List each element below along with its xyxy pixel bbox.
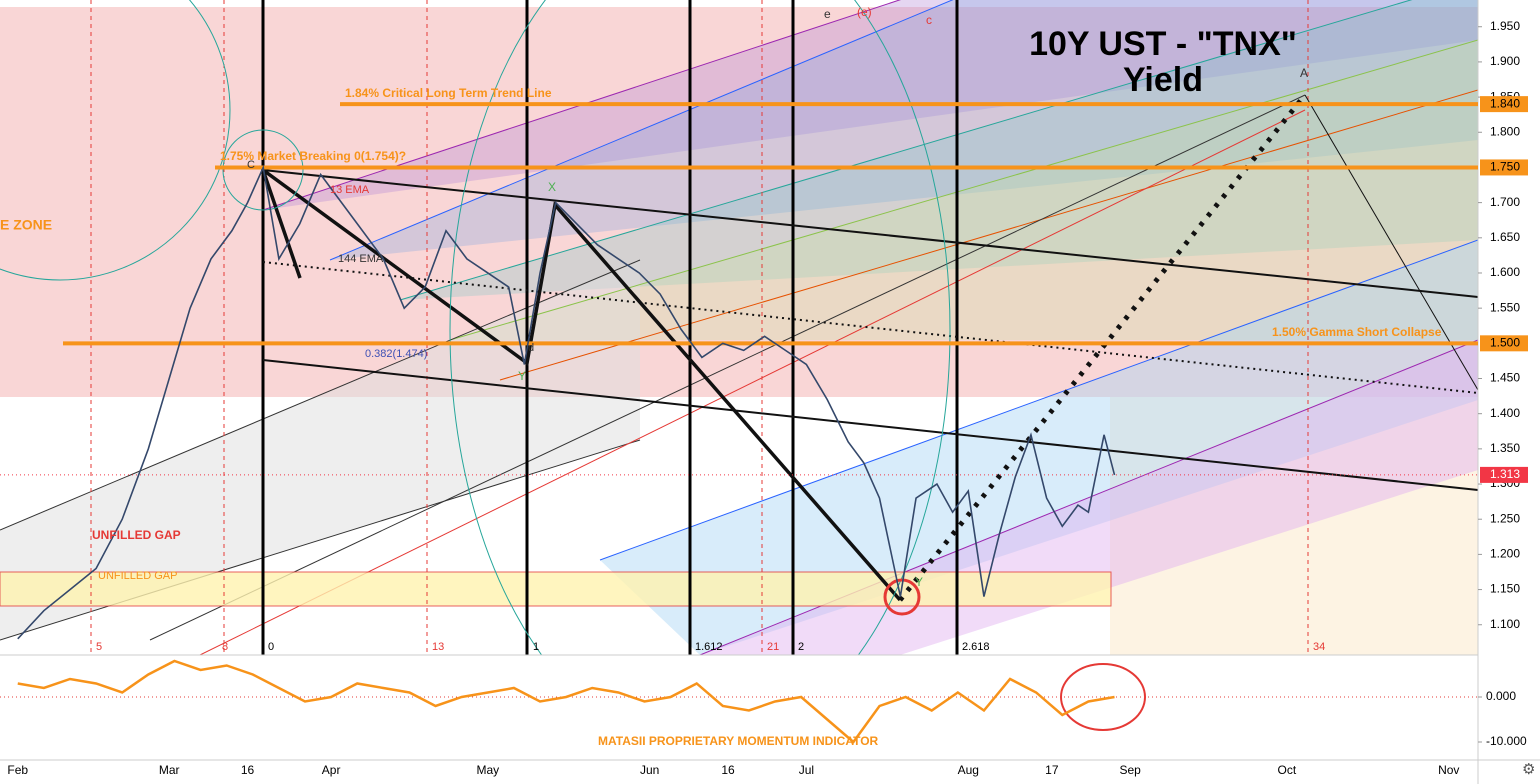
annotation: 13 EMA (330, 184, 370, 196)
level-tag (1480, 335, 1528, 352)
level-label: 1.840 (1490, 96, 1520, 110)
momentum-line (17, 659, 1115, 744)
last-price-label: 1.313 (1490, 467, 1520, 481)
price-line (17, 164, 1116, 640)
x-tick-label: Aug (958, 763, 979, 777)
annotation: 21 (767, 641, 779, 653)
gap-zone (0, 571, 1112, 607)
chart-title: 10Y UST - "TNX" (1029, 25, 1297, 63)
zone (0, 7, 1478, 397)
x-tick-label: Oct (1278, 763, 1297, 777)
annotation: (e) (857, 5, 872, 19)
cycle (222, 129, 304, 211)
settings-icon[interactable]: ⚙ (1522, 761, 1535, 778)
x-tick-label: Mar (159, 763, 180, 777)
x-tick-label: Nov (1438, 763, 1459, 777)
chart-subtitle: Yield (1123, 61, 1203, 99)
x-tick-label: Jun (640, 763, 659, 777)
annotation: A (1300, 66, 1308, 80)
annotation: 2.618 (962, 641, 990, 653)
annotation: C (247, 159, 255, 171)
x-tick-label: 17 (1045, 763, 1059, 777)
annotation: 1.75% Market Breaking 0(1.754)? (220, 149, 406, 163)
trend-lines (259, 93, 1478, 602)
x-tick-label: 16 (721, 763, 735, 777)
channel (0, 260, 640, 640)
x-tick-label: May (476, 763, 499, 777)
y-tick-label: 1.200 (1490, 547, 1520, 561)
annotation: 8 (222, 641, 228, 653)
cycle (0, 0, 231, 281)
annotation: X (548, 180, 556, 194)
y-tick-label: 1.700 (1490, 195, 1520, 209)
fib-time-lines (90, 0, 1309, 655)
x-tick-label: 16 (241, 763, 255, 777)
y-tick-label: 1.800 (1490, 124, 1520, 138)
y-tick-label: 1.900 (1490, 54, 1520, 68)
annotation: E ZONE (0, 217, 52, 233)
annotation: 2 (798, 641, 804, 653)
x-tick-label: Feb (7, 763, 28, 777)
y-tick-label: -10.000 (1486, 734, 1527, 748)
annotation: 144 EMA (338, 253, 384, 265)
y-tick-label: 1.350 (1490, 441, 1520, 455)
y-tick-label: 1.150 (1490, 582, 1520, 596)
y-tick-label: 1.600 (1490, 265, 1520, 279)
highlight (883, 578, 921, 616)
last-price-tag (1480, 466, 1528, 483)
zone (1110, 397, 1478, 655)
annotation: UNFILLED GAP (92, 528, 181, 542)
fib-time-bars (261, 0, 959, 655)
highlight (1060, 663, 1146, 731)
annotation: 0 (268, 641, 274, 653)
annotation: 13 (432, 641, 444, 653)
fork-lines (0, 0, 1478, 655)
drawings (0, 0, 1478, 655)
annotation: 34 (1313, 641, 1325, 653)
annotation: UNFILLED GAP (98, 570, 177, 582)
y-tick-label: 1.950 (1490, 19, 1520, 33)
x-tick-label: Apr (322, 763, 341, 777)
level-label: 1.750 (1490, 160, 1520, 174)
y-tick-label: 1.450 (1490, 371, 1520, 385)
y-tick-label: 1.250 (1490, 511, 1520, 525)
annotation: e (824, 7, 831, 21)
annotation: 1.84% Critical Long Term Trend Line (345, 86, 552, 100)
cycle (449, 0, 951, 655)
annotation: Y (915, 575, 923, 589)
y-tick-label: 1.100 (1490, 617, 1520, 631)
y-tick-label: 1.400 (1490, 406, 1520, 420)
indicator-title: MATASII PROPRIETARY MOMENTUM INDICATOR (598, 734, 879, 748)
y-tick-label: 1.650 (1490, 230, 1520, 244)
annotation: 1 (533, 641, 539, 653)
annotation: 1.612 (695, 641, 723, 653)
annotation: 1.50% Gamma Short Collapse (1272, 325, 1442, 339)
y-tick-label: 0.000 (1486, 689, 1516, 703)
annotation: Y (518, 369, 526, 383)
level-tag (1480, 159, 1528, 176)
annotation: c (926, 13, 932, 27)
annotation: 5 (96, 641, 102, 653)
x-tick-label: Jul (799, 763, 814, 777)
annotation: 0.382(1.474) (365, 348, 427, 360)
y-tick-label: 1.550 (1490, 300, 1520, 314)
annotation: d (528, 342, 534, 354)
level-label: 1.500 (1490, 336, 1520, 350)
level-tag (1480, 96, 1528, 113)
fork-band (400, 0, 1478, 300)
x-tick-label: Sep (1119, 763, 1141, 777)
